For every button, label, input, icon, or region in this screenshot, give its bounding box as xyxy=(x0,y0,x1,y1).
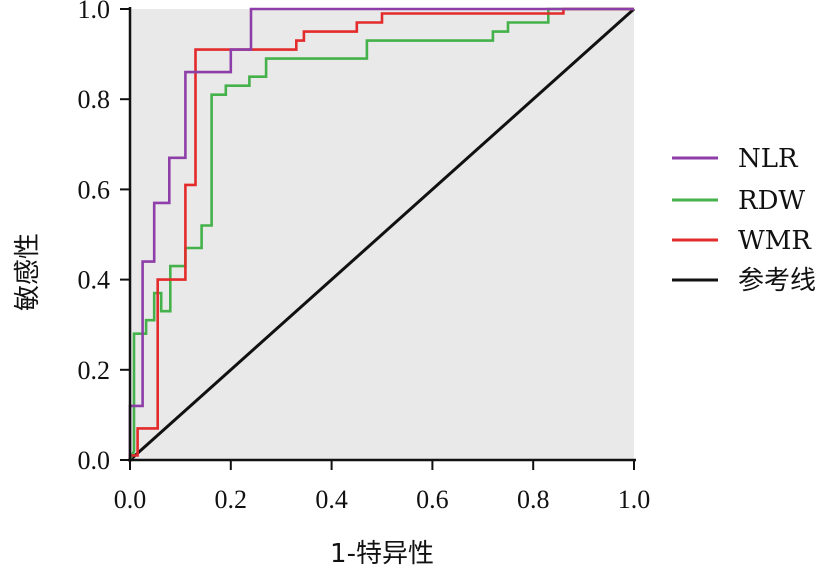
series-line-2 xyxy=(128,7,634,460)
ticks-layer: 0.0 0.2 0.4 0.6 0.8 1.0 0.0 0.2 0.4 0.6 0.8 1.0 xyxy=(78,0,651,514)
legend-label: RDW xyxy=(738,186,805,216)
y-tick-label: 0.0 xyxy=(78,446,111,475)
x-tick-label: 0.8 xyxy=(517,485,550,514)
y-tick-label: 1.0 xyxy=(78,0,111,24)
x-tick-label: 1.0 xyxy=(618,485,651,514)
x-tick-label: 0.4 xyxy=(315,485,348,514)
x-tick-label: 0.6 xyxy=(416,485,449,514)
y-tick-label: 0.8 xyxy=(78,85,111,114)
x-tick-label: 0.2 xyxy=(215,485,248,514)
x-tick-label: 0.0 xyxy=(114,485,147,514)
y-tick-label: 0.6 xyxy=(78,175,111,204)
series-line-1 xyxy=(128,7,634,461)
y-tick-label: 0.2 xyxy=(78,356,111,385)
x-axis-title: 1-特异性 xyxy=(330,539,434,569)
y-axis-title: 敏感性 xyxy=(13,233,43,311)
legend: NLR RDW WMR 参考线 xyxy=(672,144,816,296)
legend-label: NLR xyxy=(738,144,799,174)
y-tick-label: 0.4 xyxy=(78,266,111,295)
series-layer xyxy=(128,7,636,462)
legend-label: WMR xyxy=(738,226,812,256)
series-line-0 xyxy=(128,7,634,460)
series-line-3 xyxy=(128,7,636,462)
legend-label: 参考线 xyxy=(738,266,816,296)
